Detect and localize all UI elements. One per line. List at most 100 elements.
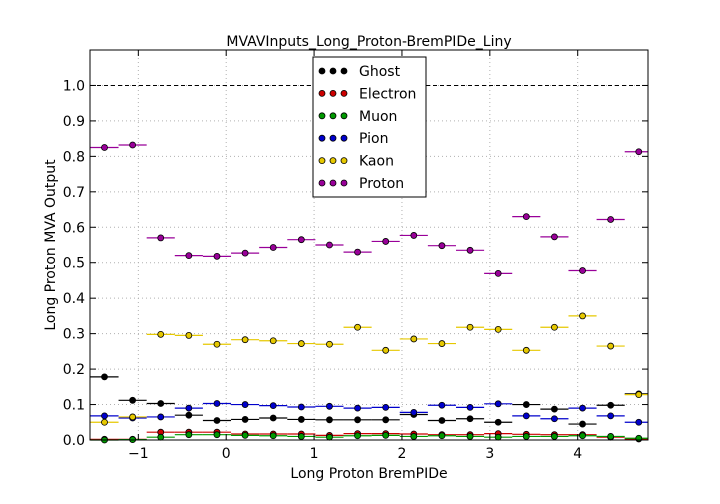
- data-point: [241, 336, 249, 344]
- legend-marker: [318, 157, 326, 165]
- legend-label: Muon: [359, 109, 397, 125]
- legend-marker: [340, 134, 348, 142]
- data-point: [522, 401, 530, 408]
- legend-marker: [318, 90, 326, 97]
- data-point: [354, 416, 361, 424]
- data-point: [297, 236, 305, 244]
- y-tick-label: 0.8: [63, 149, 85, 165]
- y-tick-label: 0.5: [63, 256, 85, 272]
- legend-label: Kaon: [359, 154, 394, 170]
- data-point: [382, 416, 390, 424]
- data-point: [157, 330, 165, 338]
- legend-marker: [318, 67, 326, 75]
- data-point: [466, 433, 474, 440]
- legend-marker: [329, 134, 337, 142]
- data-point: [213, 340, 221, 348]
- legend-marker: [329, 112, 337, 120]
- legend-label: Electron: [359, 86, 416, 102]
- data-point: [185, 431, 193, 439]
- legend-marker: [340, 67, 348, 75]
- data-point: [494, 433, 502, 441]
- data-point: [382, 238, 390, 245]
- data-point: [494, 418, 502, 426]
- data-point: [101, 412, 108, 420]
- data-point: [354, 323, 361, 331]
- data-point: [522, 213, 530, 221]
- data-point: [551, 415, 558, 423]
- data-point: [185, 411, 193, 419]
- data-point: [157, 413, 165, 421]
- data-point: [382, 346, 390, 354]
- x-tick-label: 0: [222, 446, 231, 462]
- series-proton: [90, 141, 648, 277]
- data-point: [522, 433, 530, 440]
- plot-frame: [89, 49, 649, 441]
- chart-title: MVAVInputs_Long_Proton-BremPIDe_Liny: [226, 34, 511, 50]
- data-point: [185, 404, 193, 412]
- data-point: [297, 340, 305, 347]
- data-point: [326, 416, 333, 424]
- legend-marker: [340, 179, 348, 187]
- data-point: [466, 403, 474, 411]
- legend-marker: [329, 157, 337, 165]
- data-point: [635, 418, 643, 426]
- data-point: [185, 332, 193, 339]
- data-point: [382, 403, 390, 411]
- data-point: [101, 373, 108, 381]
- legend-label: Ghost: [359, 64, 401, 80]
- data-point: [354, 248, 361, 256]
- y-tick-label: 1.0: [63, 78, 85, 94]
- y-tick-label: 0.3: [63, 327, 85, 343]
- data-point: [297, 403, 305, 411]
- ticks-layer: −1 0 1 2 3 4 0.0 0.1 0.2 0.3 0.4 0.5 0.6 0.7 0.8 0.9 1.0: [63, 50, 648, 462]
- data-point: [551, 233, 558, 241]
- y-tick-label: 0.4: [63, 291, 85, 307]
- data-point: [551, 323, 558, 331]
- data-point: [185, 252, 193, 260]
- legend-entry-kaon: Kaon: [318, 154, 394, 170]
- legend-entry-muon: Muon: [318, 109, 397, 125]
- data-point: [494, 400, 502, 408]
- data-point: [466, 415, 474, 423]
- data-point: [607, 412, 615, 420]
- data-point: [635, 391, 643, 399]
- x-tick-label: 3: [485, 446, 494, 462]
- data-point: [213, 400, 221, 407]
- data-point: [101, 418, 108, 426]
- data-point: [382, 431, 390, 439]
- x-tick-label: 4: [573, 446, 582, 462]
- data-point: [579, 312, 586, 320]
- data-point: [579, 432, 586, 440]
- legend-marker: [329, 67, 337, 75]
- data-point: [269, 414, 277, 422]
- data-point: [607, 216, 615, 223]
- data-point: [466, 323, 474, 331]
- legend-marker: [318, 179, 326, 187]
- data-point: [326, 241, 333, 249]
- data-point: [241, 249, 249, 257]
- data-point: [522, 346, 530, 354]
- data-point: [129, 396, 137, 404]
- y-tick-label: 0.6: [63, 220, 85, 236]
- data-point: [269, 432, 277, 440]
- y-tick-label: 0.7: [63, 185, 85, 201]
- data-point: [494, 325, 502, 333]
- data-point: [213, 252, 221, 260]
- data-point: [438, 401, 446, 409]
- data-point: [129, 413, 137, 421]
- x-axis-label: Long Proton BremPIDe: [290, 466, 447, 482]
- legend-marker: [340, 90, 348, 97]
- legend-marker: [340, 112, 348, 120]
- data-point: [635, 148, 643, 156]
- data-point: [410, 433, 418, 440]
- data-point: [410, 232, 418, 239]
- data-point: [129, 141, 137, 149]
- legend-marker: [340, 157, 348, 165]
- legend-entry-proton: Proton: [318, 176, 404, 192]
- legend-entry-pion: Pion: [318, 131, 388, 147]
- y-tick-label: 0.9: [63, 114, 85, 130]
- data-point: [354, 432, 361, 440]
- legend-box: [312, 56, 427, 198]
- legend-marker: [318, 134, 326, 142]
